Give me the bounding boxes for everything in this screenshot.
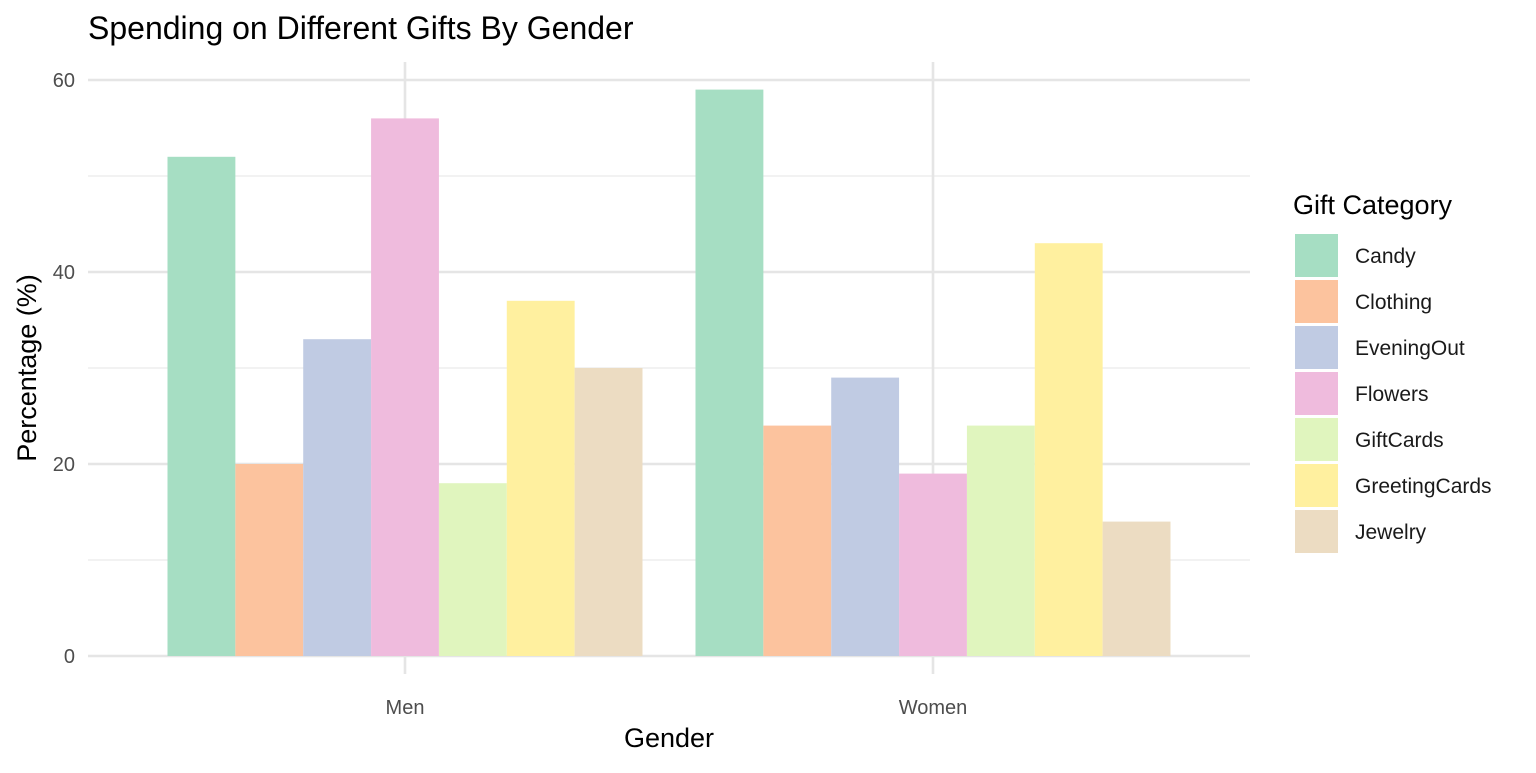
- legend-label: Clothing: [1355, 291, 1432, 314]
- legend-item-greetingcards: GreetingCards: [1295, 464, 1492, 507]
- y-axis-title: Percentage (%): [12, 274, 42, 462]
- bar-men-greetingcards: [506, 300, 575, 656]
- legend-item-jewelry: Jewelry: [1295, 510, 1427, 553]
- y-tick-label: 0: [64, 646, 75, 668]
- legend-label: Candy: [1355, 245, 1416, 268]
- y-axis-tick-labels: 0 20 40 60: [53, 70, 75, 668]
- y-tick-label: 20: [53, 454, 75, 476]
- legend-label: EveningOut: [1355, 337, 1465, 360]
- legend-item-giftcards: GiftCards: [1295, 418, 1444, 461]
- legend-item-candy: Candy: [1295, 234, 1416, 277]
- bar-men-clothing: [235, 464, 304, 656]
- y-tick-label: 40: [53, 262, 75, 284]
- bar-women-flowers: [899, 473, 967, 656]
- legend-label: GiftCards: [1355, 429, 1444, 452]
- bar-men-eveningout: [303, 339, 372, 656]
- legend-swatch: [1295, 326, 1338, 369]
- chart-title: Spending on Different Gifts By Gender: [88, 10, 634, 46]
- legend-swatch: [1295, 464, 1338, 507]
- legend-title: Gift Category: [1293, 190, 1453, 220]
- y-tick-label: 60: [53, 70, 75, 92]
- bar-men-flowers: [371, 118, 439, 656]
- legend-swatch: [1295, 280, 1338, 323]
- x-axis-title: Gender: [624, 723, 714, 753]
- x-axis-tick-labels: Men Women: [386, 697, 968, 719]
- bars: [167, 89, 1171, 657]
- legend-label: Flowers: [1355, 383, 1429, 406]
- bar-men-jewelry: [574, 368, 643, 656]
- x-tick-label: Women: [899, 697, 968, 719]
- x-tick-label: Men: [386, 697, 425, 719]
- legend: Gift Category Candy Clothing EveningOut Flo…: [1293, 190, 1492, 553]
- legend-label: Jewelry: [1355, 521, 1427, 544]
- legend-items: Candy Clothing EveningOut Flowers GiftCards G…: [1295, 234, 1492, 553]
- legend-swatch: [1295, 510, 1338, 553]
- legend-item-clothing: Clothing: [1295, 280, 1432, 323]
- legend-item-flowers: Flowers: [1295, 372, 1429, 415]
- legend-swatch: [1295, 234, 1338, 277]
- bar-men-candy: [167, 156, 236, 657]
- bar-women-greetingcards: [1034, 243, 1103, 656]
- bar-women-clothing: [763, 425, 832, 656]
- legend-swatch: [1295, 418, 1338, 461]
- bar-women-giftcards: [966, 425, 1035, 656]
- bar-women-jewelry: [1102, 521, 1171, 656]
- legend-item-eveningout: EveningOut: [1295, 326, 1465, 369]
- legend-swatch: [1295, 372, 1338, 415]
- bar-men-giftcards: [438, 483, 507, 656]
- bar-women-eveningout: [831, 377, 900, 656]
- legend-label: GreetingCards: [1355, 475, 1492, 498]
- bar-women-candy: [695, 89, 764, 657]
